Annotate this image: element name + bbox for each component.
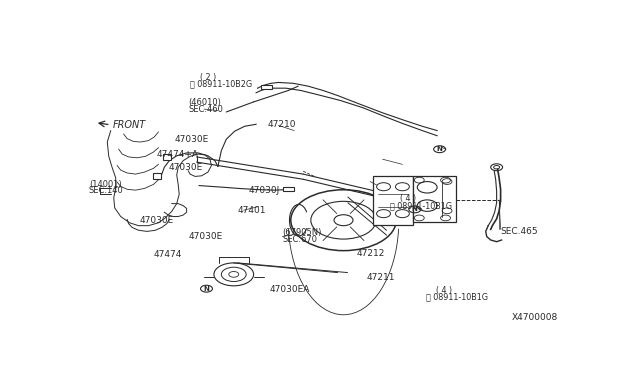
Text: N: N (204, 286, 209, 292)
Text: 47030E: 47030E (140, 216, 174, 225)
Text: 47030E: 47030E (168, 163, 202, 172)
Text: 47401: 47401 (237, 206, 266, 215)
Text: 47210: 47210 (268, 121, 296, 129)
Text: 47474: 47474 (154, 250, 182, 259)
Text: ( 2 ): ( 2 ) (200, 73, 216, 82)
Text: SEC.140: SEC.140 (89, 186, 124, 195)
Text: (14001): (14001) (89, 180, 122, 189)
Text: 47211: 47211 (367, 273, 395, 282)
FancyBboxPatch shape (163, 154, 172, 160)
FancyBboxPatch shape (261, 85, 272, 89)
Text: 47212: 47212 (356, 248, 385, 258)
Text: 47474+A: 47474+A (157, 150, 199, 158)
Text: (46010): (46010) (188, 98, 221, 107)
Text: ( 4 ): ( 4 ) (400, 194, 416, 203)
Text: SEC.670: SEC.670 (282, 235, 317, 244)
Text: Ⓝ 08911-10B1G: Ⓝ 08911-10B1G (426, 293, 488, 302)
Text: 47030J: 47030J (249, 186, 280, 195)
Text: N: N (412, 206, 418, 212)
Text: N: N (436, 146, 442, 152)
Bar (413, 176, 456, 222)
Text: SEC.460: SEC.460 (188, 105, 223, 113)
Text: FRONT: FRONT (112, 120, 145, 130)
Text: ( 4 ): ( 4 ) (436, 286, 452, 295)
Text: SEC.465: SEC.465 (500, 227, 538, 236)
Text: 47030E: 47030E (188, 232, 222, 241)
Text: (67905N): (67905N) (282, 228, 322, 237)
Bar (372, 176, 413, 225)
Text: Ⓝ 08911-10B1G: Ⓝ 08911-10B1G (390, 201, 452, 210)
FancyBboxPatch shape (154, 173, 161, 179)
Text: 47030EA: 47030EA (270, 285, 310, 294)
Text: 47030E: 47030E (174, 135, 209, 144)
FancyBboxPatch shape (284, 187, 294, 191)
Text: X4700008: X4700008 (511, 313, 558, 322)
Text: Ⓝ 08911-10B2G: Ⓝ 08911-10B2G (190, 80, 252, 89)
